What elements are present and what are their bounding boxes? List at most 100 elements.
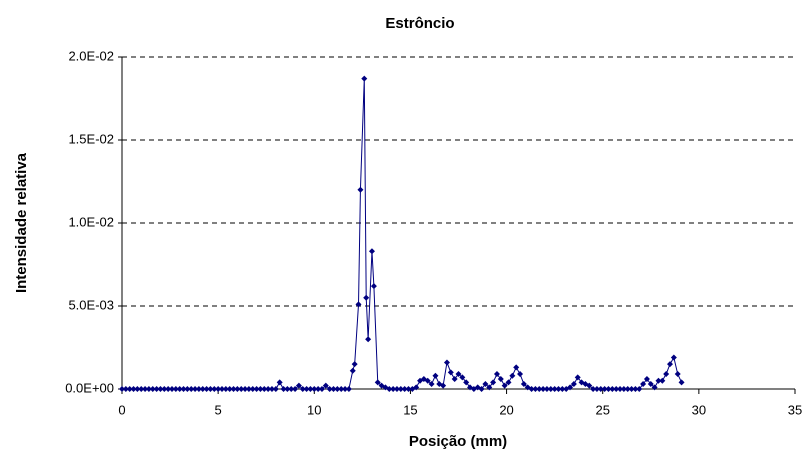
data-marker [463,379,470,386]
data-marker [551,386,558,392]
data-marker [145,386,152,392]
data-marker [276,379,283,386]
data-marker [188,386,195,392]
data-marker [222,386,229,392]
data-marker [326,386,333,392]
data-marker [318,386,325,392]
data-marker [361,75,368,82]
data-marker [640,381,647,388]
data-marker [311,386,318,392]
data-marker [624,386,631,392]
data-marker [667,361,674,368]
data-marker [651,384,658,391]
data-marker [211,386,218,392]
data-marker [401,386,408,392]
y-tick-label: 5.0E-03 [68,297,114,312]
data-marker [261,386,268,392]
data-marker [620,386,627,392]
data-marker [632,386,639,392]
data-marker [547,386,554,392]
data-marker [268,386,275,392]
x-tick-label: 10 [307,402,321,417]
data-marker [168,386,175,392]
y-tick-label: 1.0E-02 [68,214,114,229]
data-marker [345,386,352,392]
data-marker [257,386,264,392]
data-marker [570,381,577,388]
x-tick-label: 25 [595,402,609,417]
data-marker [601,386,608,392]
data-marker [349,367,356,374]
data-marker [609,386,616,392]
data-marker [520,381,527,388]
x-tick-label: 20 [499,402,513,417]
data-marker [536,386,543,392]
data-marker [288,386,295,392]
data-marker [203,386,210,392]
data-marker [574,374,581,381]
data-marker [149,386,156,392]
data-marker [303,386,310,392]
data-marker [374,379,381,386]
data-marker [199,386,206,392]
data-marker [543,386,550,392]
data-marker [497,376,504,383]
data-marker [207,386,214,392]
data-marker [459,374,466,381]
data-line [122,78,683,390]
data-marker [265,386,272,392]
data-marker [663,371,670,378]
data-marker [567,384,574,391]
data-marker [119,386,125,392]
data-marker [192,386,199,392]
data-marker [363,294,370,301]
data-marker [176,386,183,392]
y-tick-label: 2.0E-02 [68,48,114,63]
data-marker [482,381,489,388]
data-marker [330,386,337,392]
data-marker [413,384,420,391]
data-marker [157,386,164,392]
data-marker [351,361,358,368]
data-marker [142,386,149,392]
data-marker [272,386,279,392]
x-axis-label: Posição (mm) [409,433,507,450]
data-marker [195,386,202,392]
data-marker [613,386,620,392]
data-marker [334,386,341,392]
data-marker [184,386,191,392]
data-marker [628,386,635,392]
data-marker [370,283,377,290]
data-marker [161,386,168,392]
data-marker [165,386,172,392]
data-marker [647,381,654,388]
data-marker [505,379,512,386]
data-marker [393,386,400,392]
data-marker [238,386,245,392]
data-marker [432,372,439,379]
data-marker [428,381,435,388]
data-marker [517,371,524,378]
data-marker [342,386,349,392]
data-marker [490,379,497,386]
y-axis-label: Intensidade relativa [13,152,30,293]
data-marker [134,386,141,392]
data-marker [122,386,129,392]
data-marker [172,386,179,392]
data-marker [659,377,666,384]
data-marker [590,386,597,392]
data-marker [643,376,650,383]
x-tick-label: 15 [403,402,417,417]
data-marker [322,382,329,389]
data-marker [501,382,508,389]
data-marker [215,386,222,392]
data-marker [655,377,662,384]
data-marker [390,386,397,392]
data-marker [617,386,624,392]
data-marker [593,386,600,392]
data-marker [307,386,314,392]
data-marker [126,386,133,392]
data-marker [509,372,516,379]
data-marker [670,354,677,361]
data-marker [368,248,375,255]
